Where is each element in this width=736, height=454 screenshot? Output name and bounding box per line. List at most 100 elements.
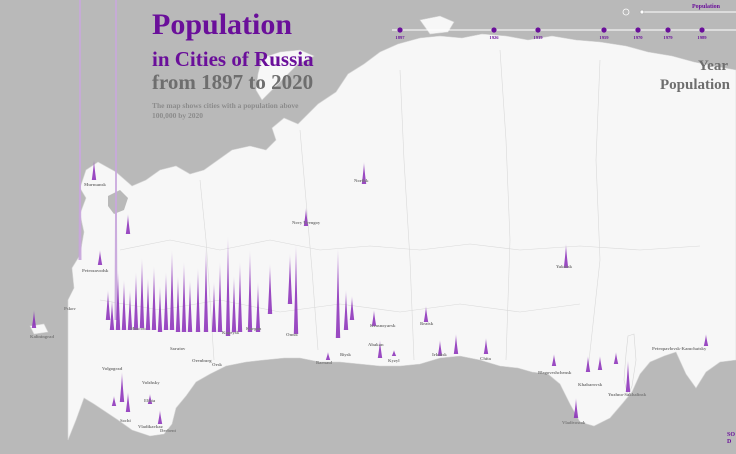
title-line-3: from 1897 to 2020: [152, 70, 314, 94]
city-label[interactable]: Saratov: [170, 346, 186, 351]
timeline-dot[interactable]: [699, 27, 705, 33]
legend-population-label: Population: [660, 77, 731, 93]
population-spike: [181, 262, 187, 332]
city-label[interactable]: Sochi: [120, 418, 131, 423]
population-spike: [105, 290, 111, 320]
population-spike: [109, 300, 115, 330]
population-spike: [231, 276, 237, 332]
timeline[interactable]: 1897 1926 1939 1959 1970 1979 1989: [392, 27, 736, 40]
legend-year-label: Year: [698, 58, 728, 74]
population-spike: [371, 310, 377, 326]
timeline-dot[interactable]: [601, 27, 607, 33]
population-spike: [343, 290, 349, 330]
city-label[interactable]: Irkutsk: [432, 352, 447, 357]
city-label[interactable]: Vladivostok: [562, 420, 586, 425]
timeline-year-label[interactable]: 1979: [663, 35, 673, 40]
population-spike: [187, 280, 193, 332]
city-label[interactable]: Kaliningrad: [30, 334, 54, 339]
city-label[interactable]: Khabarovsk: [578, 382, 603, 387]
population-spike: [147, 394, 153, 404]
city-label[interactable]: Murmansk: [84, 182, 106, 187]
population-slider-handle[interactable]: [639, 9, 645, 15]
city-label[interactable]: Orenburg: [192, 358, 212, 363]
population-spike: [453, 334, 459, 354]
population-spike: [125, 214, 131, 234]
population-slider[interactable]: [622, 8, 736, 16]
city-label[interactable]: Vladikavkaz: [138, 424, 163, 429]
timeline-dot[interactable]: [665, 27, 671, 33]
population-spike: [217, 262, 223, 332]
population-spike: [287, 254, 293, 304]
city-label[interactable]: Chita: [480, 356, 492, 361]
population-spike: [91, 160, 97, 180]
timeline-year-label[interactable]: 1926: [489, 35, 499, 40]
city-label[interactable]: Kurgan: [246, 326, 262, 331]
population-spike-column: [79, 0, 81, 260]
city-label[interactable]: Kopeysk: [222, 330, 240, 335]
city-label[interactable]: Pskov: [64, 306, 76, 311]
population-spike: [115, 270, 121, 330]
timeline-dot[interactable]: [535, 27, 541, 33]
population-spike: [211, 282, 217, 332]
population-spike: [157, 286, 163, 332]
city-label[interactable]: Biysk: [340, 352, 351, 357]
city-label[interactable]: Orsk: [212, 362, 222, 367]
city-label[interactable]: Petropavlovsk-Kamchatsky: [652, 346, 707, 351]
population-spike: [597, 356, 603, 370]
population-spike: [303, 208, 309, 226]
timeline-dot[interactable]: [397, 27, 403, 33]
population-spike: [391, 350, 397, 356]
population-spike: [377, 340, 383, 358]
city-label[interactable]: Derbent: [160, 428, 177, 433]
timeline-year-label[interactable]: 1959: [599, 35, 609, 40]
timeline-dot[interactable]: [491, 27, 497, 33]
city-label[interactable]: Novy Urengoy: [292, 220, 321, 225]
city-label[interactable]: Abakan: [368, 342, 384, 347]
city-label[interactable]: Krasnoyarsk: [370, 323, 396, 328]
population-spike: [139, 258, 145, 328]
population-spikes: [31, 0, 709, 424]
city-label[interactable]: Norilsk: [354, 178, 369, 183]
population-spike: [145, 278, 151, 330]
city-label[interactable]: Omsk: [286, 332, 298, 337]
subtitle: The map shows cities with a population a…: [152, 101, 299, 121]
population-spike: [361, 162, 367, 184]
city-label[interactable]: Moscow: [130, 326, 147, 331]
population-spike: [423, 306, 429, 322]
city-label[interactable]: Bratsk: [420, 321, 434, 326]
timeline-year-label[interactable]: 1897: [395, 35, 405, 40]
timeline-dot[interactable]: [635, 27, 641, 33]
city-label[interactable]: Yuzhno-Sakhalinsk: [608, 392, 647, 397]
population-spike: [483, 338, 489, 354]
city-label[interactable]: Petrozavodsk: [82, 268, 109, 273]
city-label[interactable]: Volzhsky: [142, 380, 160, 385]
city-labels: Murmansk Petrozavodsk Pskov Kaliningrad Mosc…: [30, 178, 707, 433]
population-spike: [195, 268, 201, 332]
population-spike: [267, 264, 273, 314]
city-label[interactable]: Kyzyl: [388, 358, 400, 363]
timeline-year-label[interactable]: 1970: [633, 35, 643, 40]
population-spike: [335, 248, 341, 338]
city-label[interactable]: Volgograd: [102, 366, 123, 371]
timeline-year-label[interactable]: 1989: [697, 35, 707, 40]
population-spike: [703, 334, 709, 346]
population-spike: [349, 296, 355, 320]
russia-landmass: [67, 33, 736, 441]
novaya-zemlya: [255, 49, 315, 101]
population-spike: [237, 262, 243, 332]
population-spike: [133, 272, 139, 330]
white-sea: [108, 190, 128, 214]
population-spike: [613, 352, 619, 364]
population-spike: [563, 244, 569, 268]
population-spike: [573, 398, 579, 418]
corner-line-2: D: [727, 438, 732, 445]
population-spike: [97, 250, 103, 265]
population-spike: [255, 282, 261, 332]
city-label[interactable]: Elista: [144, 398, 156, 403]
timeline-year-label[interactable]: 1939: [533, 35, 543, 40]
city-label[interactable]: Barnaul: [316, 360, 333, 365]
city-label[interactable]: Blagoveshchensk: [538, 370, 572, 375]
city-label[interactable]: Yakutsk: [556, 264, 573, 269]
